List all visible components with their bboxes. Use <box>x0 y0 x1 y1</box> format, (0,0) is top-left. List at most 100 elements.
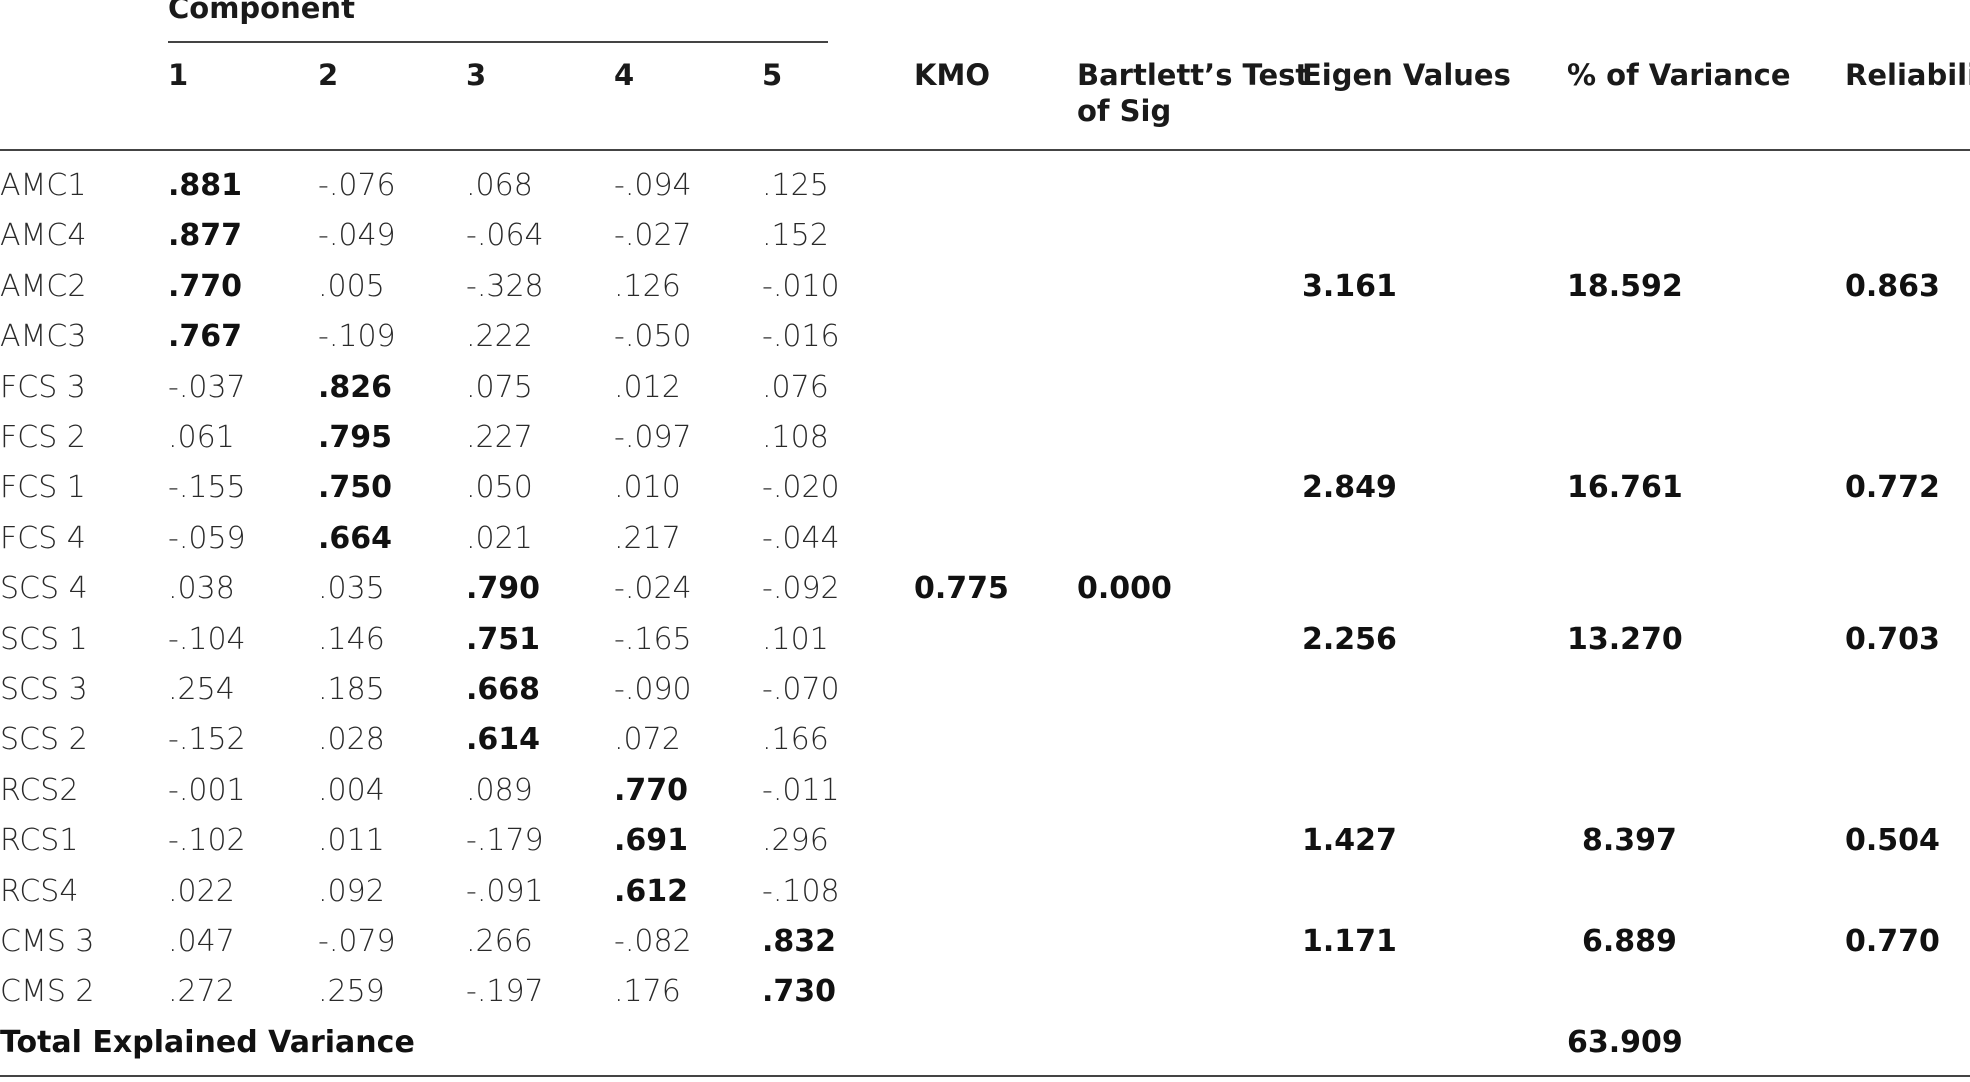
loading-cell: -.097 <box>614 420 692 455</box>
component-underline <box>168 41 828 43</box>
loading-cell: -.059 <box>168 521 246 556</box>
loading-cell: .770 <box>168 269 243 304</box>
loading-cell: .767 <box>168 319 243 354</box>
loading-cell: -.044 <box>762 521 840 556</box>
row-label: FCS 4 <box>0 521 86 556</box>
loading-cell: .751 <box>466 622 541 657</box>
loading-cell: .092 <box>318 874 385 909</box>
variance-value: 13.270 <box>1567 622 1683 657</box>
loading-cell: -.037 <box>168 370 246 405</box>
loading-cell: -.020 <box>762 470 840 505</box>
loading-cell: .152 <box>762 218 829 253</box>
loading-cell: -.001 <box>168 773 246 808</box>
component-number-1: 1 <box>168 58 189 92</box>
loading-cell: .108 <box>762 420 829 455</box>
row-label: FCS 1 <box>0 470 86 505</box>
loading-cell: -.102 <box>168 823 246 858</box>
loading-cell: .011 <box>318 823 385 858</box>
loading-cell: .047 <box>168 924 235 959</box>
loading-cell: .061 <box>168 420 235 455</box>
loading-cell: -.027 <box>614 218 692 253</box>
loading-cell: .125 <box>762 168 829 203</box>
loading-cell: .664 <box>318 521 393 556</box>
eigen-value: 2.849 <box>1302 470 1397 505</box>
variance-value: 8.397 <box>1582 823 1677 858</box>
row-label: AMC4 <box>0 218 87 253</box>
bartlett-header-line1: Bartlett’s Test <box>1077 58 1310 92</box>
row-label: RCS2 <box>0 773 79 808</box>
bartlett-value: 0.000 <box>1077 571 1172 606</box>
loading-cell: -.010 <box>762 269 840 304</box>
loading-cell: .028 <box>318 722 385 757</box>
loading-cell: -.328 <box>466 269 544 304</box>
loading-cell: .038 <box>168 571 235 606</box>
component-header: Component <box>168 0 355 25</box>
loading-cell: .614 <box>466 722 541 757</box>
loading-cell: -.024 <box>614 571 692 606</box>
row-label: CMS 2 <box>0 974 95 1009</box>
loading-cell: .068 <box>466 168 533 203</box>
row-label: SCS 2 <box>0 722 88 757</box>
loading-cell: -.050 <box>614 319 692 354</box>
loading-cell: .075 <box>466 370 533 405</box>
loading-cell: .217 <box>614 521 681 556</box>
loading-cell: -.179 <box>466 823 544 858</box>
loading-cell: .072 <box>614 722 681 757</box>
loading-cell: .266 <box>466 924 533 959</box>
loading-cell: .050 <box>466 470 533 505</box>
bartlett-header-line2: of Sig <box>1077 94 1172 128</box>
row-label: SCS 3 <box>0 672 88 707</box>
loading-cell: .101 <box>762 622 829 657</box>
loading-cell: .005 <box>318 269 385 304</box>
loading-cell: .021 <box>466 521 533 556</box>
component-number-5: 5 <box>762 58 783 92</box>
eigen-value: 1.427 <box>1302 823 1397 858</box>
loading-cell: -.090 <box>614 672 692 707</box>
reliability-value: 0.703 <box>1845 622 1940 657</box>
loading-cell: -.070 <box>762 672 840 707</box>
loading-cell: .254 <box>168 672 235 707</box>
component-number-4: 4 <box>614 58 635 92</box>
loading-cell: .176 <box>614 974 681 1009</box>
row-label: AMC3 <box>0 319 87 354</box>
loading-cell: .222 <box>466 319 533 354</box>
variance-value: 18.592 <box>1567 269 1683 304</box>
loading-cell: -.094 <box>614 168 692 203</box>
loading-cell: -.197 <box>466 974 544 1009</box>
loading-cell: .750 <box>318 470 393 505</box>
total-variance-value: 63.909 <box>1567 1025 1683 1060</box>
loading-cell: -.152 <box>168 722 246 757</box>
loading-cell: .227 <box>466 420 533 455</box>
loading-cell: -.108 <box>762 874 840 909</box>
loading-cell: .076 <box>762 370 829 405</box>
loading-cell: .259 <box>318 974 385 1009</box>
loading-cell: -.076 <box>318 168 396 203</box>
loading-cell: .004 <box>318 773 385 808</box>
loading-cell: .691 <box>614 823 689 858</box>
loading-cell: -.016 <box>762 319 840 354</box>
reliability-value: 0.504 <box>1845 823 1940 858</box>
loading-cell: .146 <box>318 622 385 657</box>
loading-cell: -.155 <box>168 470 246 505</box>
bottom-rule <box>0 1075 1970 1077</box>
loading-cell: .881 <box>168 168 243 203</box>
loading-cell: .089 <box>466 773 533 808</box>
component-number-3: 3 <box>466 58 487 92</box>
eigen-value: 1.171 <box>1302 924 1397 959</box>
loading-cell: .668 <box>466 672 541 707</box>
row-label: FCS 3 <box>0 370 86 405</box>
loading-cell: .126 <box>614 269 681 304</box>
row-label: RCS1 <box>0 823 79 858</box>
loading-cell: -.011 <box>762 773 840 808</box>
variance-header: % of Variance <box>1567 58 1791 92</box>
eigen-value: 3.161 <box>1302 269 1397 304</box>
loading-cell: .185 <box>318 672 385 707</box>
kmo-header: KMO <box>914 58 990 92</box>
total-explained-variance-label: Total Explained Variance <box>0 1025 415 1060</box>
loading-cell: .877 <box>168 218 243 253</box>
row-label: SCS 4 <box>0 571 88 606</box>
component-number-2: 2 <box>318 58 339 92</box>
header-rule <box>0 149 1970 151</box>
row-label: AMC1 <box>0 168 87 203</box>
